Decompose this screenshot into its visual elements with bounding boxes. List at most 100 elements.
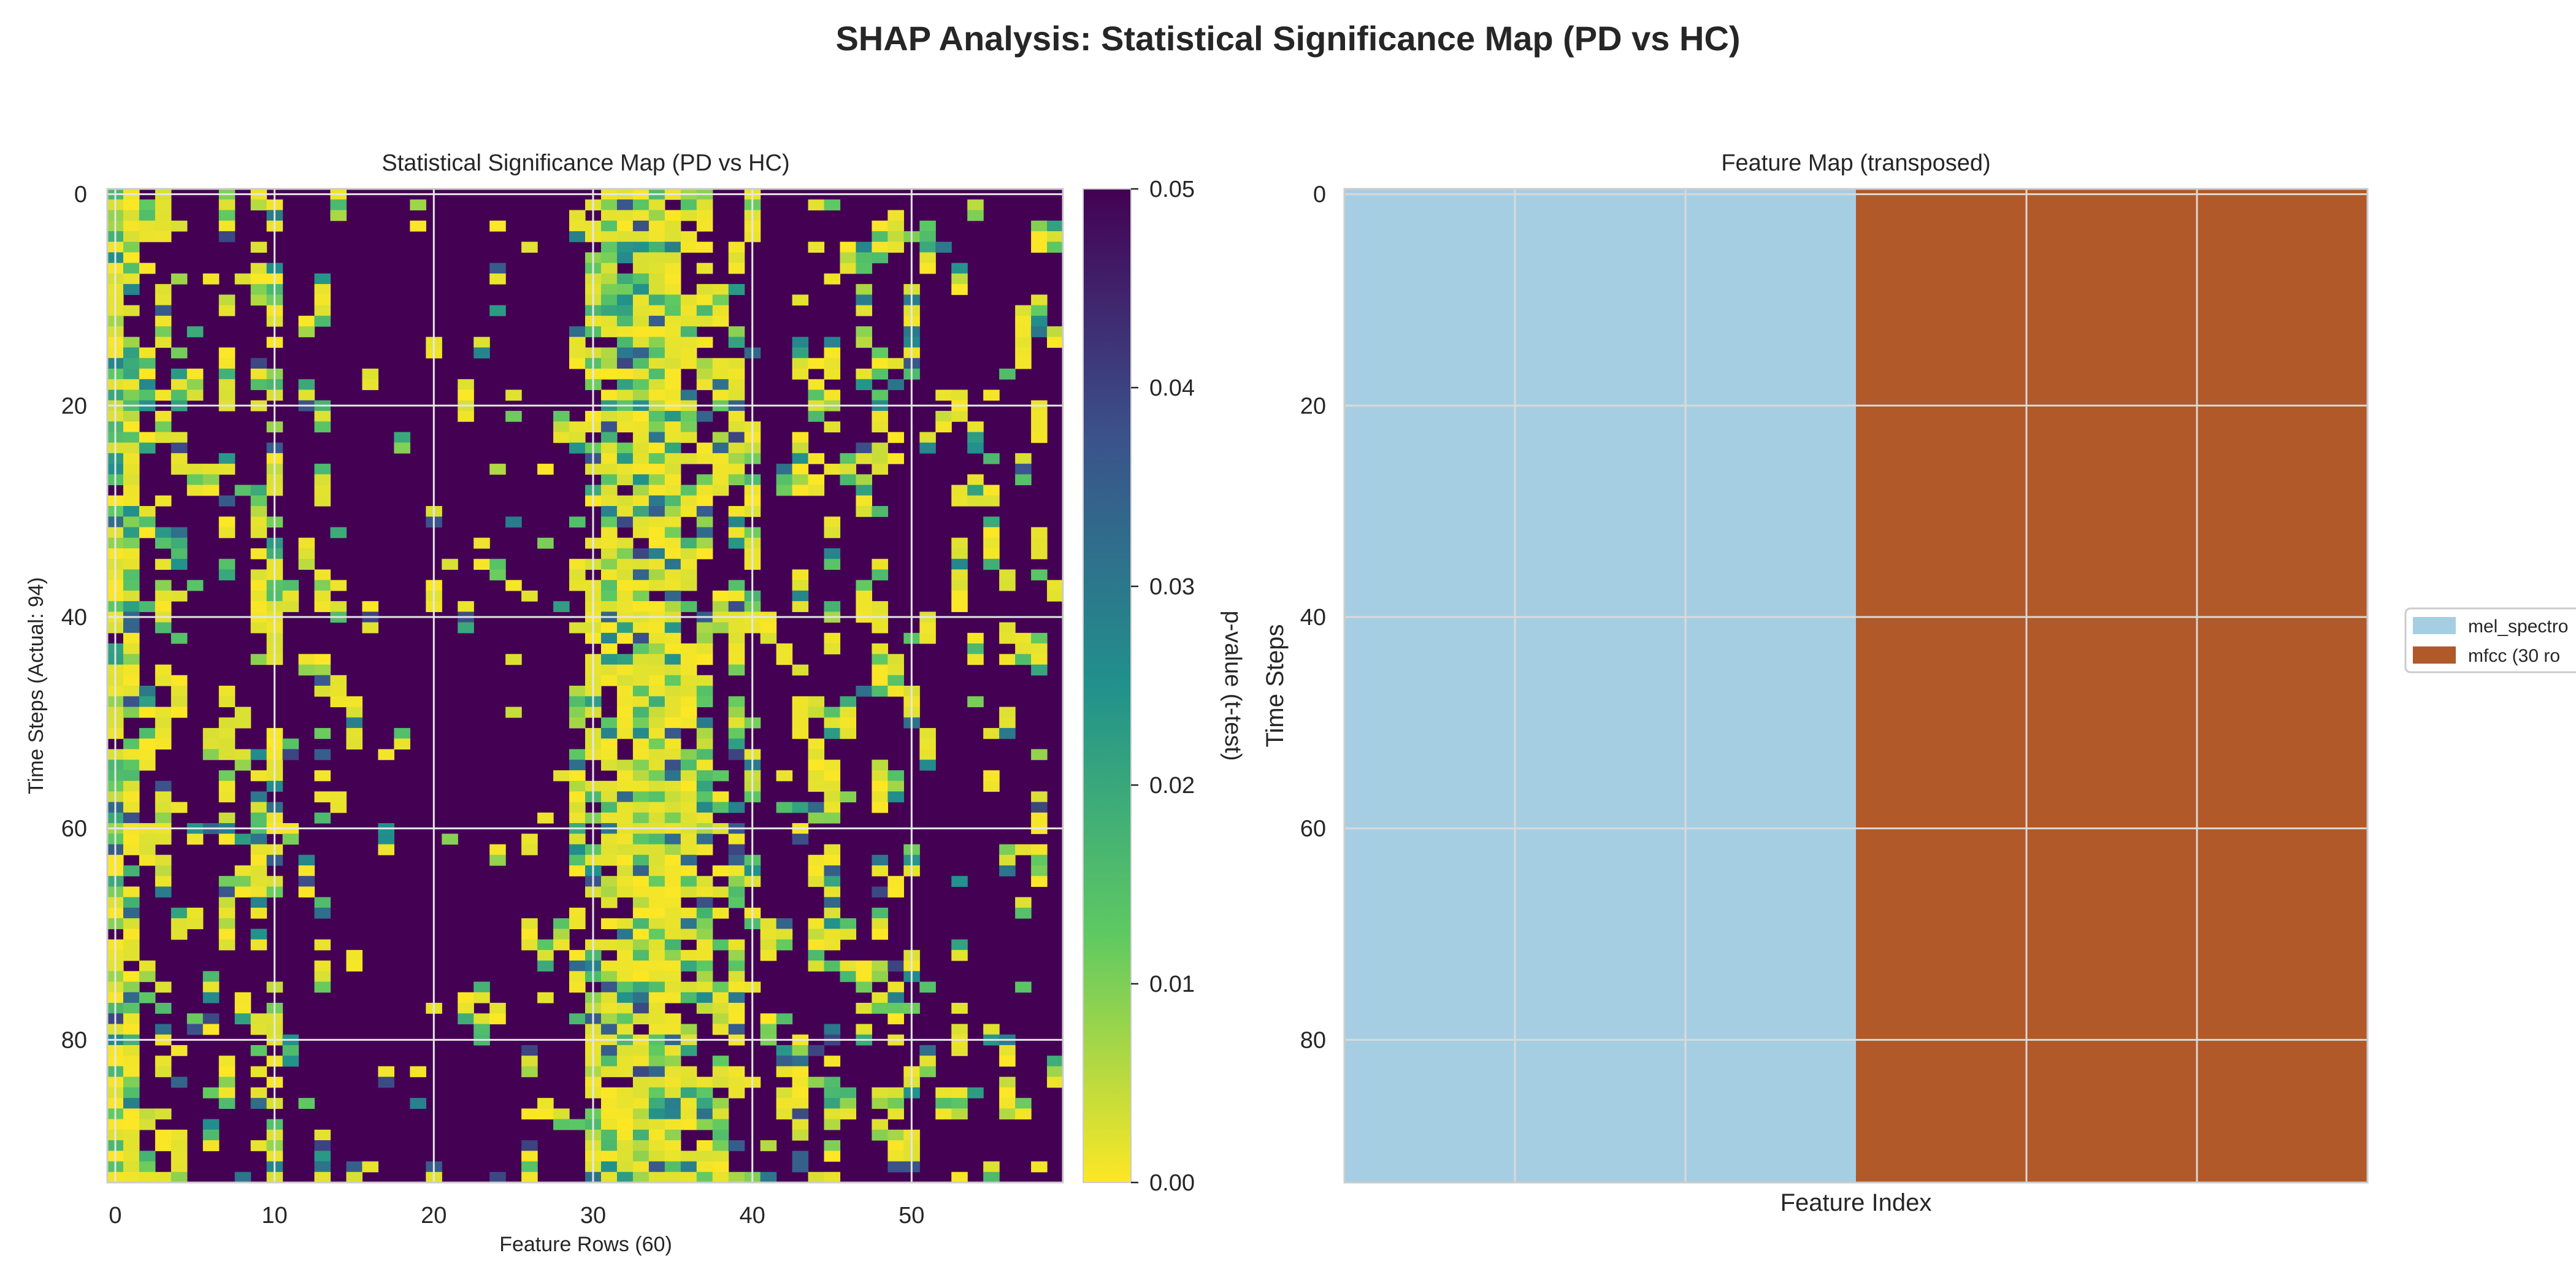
- heatmap-cell: [664, 315, 681, 327]
- heatmap-cell: [648, 1003, 665, 1014]
- heatmap-cell: [648, 1108, 665, 1120]
- heatmap-cell: [330, 696, 347, 708]
- heatmap-cell: [728, 1076, 745, 1088]
- heatmap-cell: [234, 865, 251, 876]
- heatmap-cell: [919, 263, 936, 274]
- heatmap-cell: [664, 559, 681, 570]
- heatmap-cell: [171, 273, 188, 285]
- heatmap-cell: [632, 485, 650, 496]
- colorbar-ticks: 0.000.010.020.030.040.05: [1131, 177, 1195, 1196]
- heatmap-cell: [171, 379, 188, 391]
- heatmap-cell: [298, 315, 315, 327]
- heatmap-cell: [600, 294, 618, 306]
- heatmap-cell: [616, 242, 634, 253]
- heatmap-cell: [648, 1161, 665, 1173]
- heatmap-cell: [887, 1108, 904, 1120]
- heatmap-cell: [139, 442, 156, 454]
- heatmap-cell: [234, 886, 251, 898]
- heatmap-cell: [218, 527, 236, 539]
- heatmap-cell: [202, 464, 220, 475]
- heatmap-cell: [537, 464, 554, 475]
- heatmap-cell: [139, 432, 156, 443]
- heatmap-cell: [569, 854, 586, 866]
- heatmap-cell: [282, 580, 299, 591]
- heatmap-cell: [696, 1087, 713, 1098]
- heatmap-cell: [728, 326, 745, 337]
- heatmap-cell: [680, 453, 697, 464]
- heatmap-cell: [872, 389, 888, 401]
- heatmap-cell: [616, 273, 634, 285]
- heatmap-cell: [600, 485, 618, 496]
- heatmap-cell: [632, 220, 650, 232]
- heatmap-cell: [616, 759, 634, 771]
- heatmap-cell: [218, 1056, 236, 1067]
- heatmap-cell: [792, 802, 809, 813]
- heatmap-cell: [616, 686, 634, 697]
- heatmap-cell: [856, 368, 872, 380]
- heatmap-cell: [616, 1098, 634, 1109]
- heatmap-cell: [234, 1013, 251, 1025]
- heatmap-cell: [139, 749, 156, 761]
- heatmap-cell: [648, 548, 665, 559]
- heatmap-cell: [600, 242, 618, 253]
- heatmap-cell: [680, 389, 697, 401]
- heatmap-cell: [250, 199, 267, 211]
- heatmap-cell: [951, 1003, 968, 1014]
- heatmap-cell: [919, 727, 936, 739]
- heatmap-cell: [171, 220, 188, 232]
- heatmap-cell: [123, 389, 140, 401]
- heatmap-cell: [123, 1076, 140, 1088]
- heatmap-cell: [314, 664, 331, 676]
- heatmap-cell: [728, 707, 745, 718]
- heatmap-cell: [728, 949, 745, 961]
- heatmap-cell: [728, 410, 745, 422]
- x-tick-label: 0: [109, 1203, 121, 1229]
- heatmap-cell: [298, 1098, 315, 1109]
- heatmap-cell: [664, 580, 681, 591]
- heatmap-cell: [696, 242, 713, 253]
- heatmap-cell: [616, 1171, 634, 1183]
- heatmap-cell: [808, 781, 825, 792]
- heatmap-cell: [569, 802, 586, 813]
- heatmap-cell: [346, 707, 363, 718]
- heatmap-cell: [458, 992, 474, 1003]
- heatmap-cell: [250, 601, 267, 612]
- heatmap-cell: [553, 410, 570, 422]
- heatmap-cell: [680, 580, 697, 591]
- heatmap-cell: [664, 749, 681, 761]
- heatmap-cell: [648, 738, 665, 749]
- heatmap-cell: [250, 1066, 267, 1078]
- heatmap-cell: [139, 1151, 156, 1162]
- heatmap-cell: [648, 210, 665, 221]
- heatmap-cell: [1031, 421, 1048, 432]
- heatmap-cell: [792, 442, 809, 454]
- heatmap-cell: [569, 358, 586, 369]
- heatmap-cell: [999, 727, 1016, 739]
- heatmap-cell: [632, 1003, 650, 1014]
- heatmap-cell: [171, 1151, 188, 1162]
- heatmap-cell: [218, 305, 236, 316]
- heatmap-cell: [856, 981, 872, 993]
- heatmap-cell: [489, 263, 506, 274]
- heatmap-cell: [696, 791, 713, 803]
- heatmap-cell: [218, 791, 236, 803]
- heatmap-cell: [648, 854, 665, 866]
- heatmap-cell: [218, 1076, 236, 1088]
- heatmap-cell: [632, 949, 650, 961]
- heatmap-cell: [537, 1108, 554, 1120]
- heatmap-cell: [824, 1119, 841, 1130]
- heatmap-cell: [792, 485, 809, 496]
- heatmap-cell: [218, 696, 236, 708]
- heatmap-cell: [202, 749, 220, 761]
- heatmap-cell: [600, 897, 618, 908]
- heatmap-cell: [664, 464, 681, 475]
- heatmap-cell: [346, 949, 363, 961]
- heatmap-cell: [680, 1161, 697, 1173]
- heatmap-cell: [314, 464, 331, 475]
- heatmap-cell: [616, 305, 634, 316]
- heatmap-cell: [824, 601, 841, 612]
- heatmap-cell: [378, 1066, 394, 1078]
- heatmap-cell: [824, 548, 841, 559]
- heatmap-cell: [728, 897, 745, 908]
- heatmap-cell: [314, 907, 331, 919]
